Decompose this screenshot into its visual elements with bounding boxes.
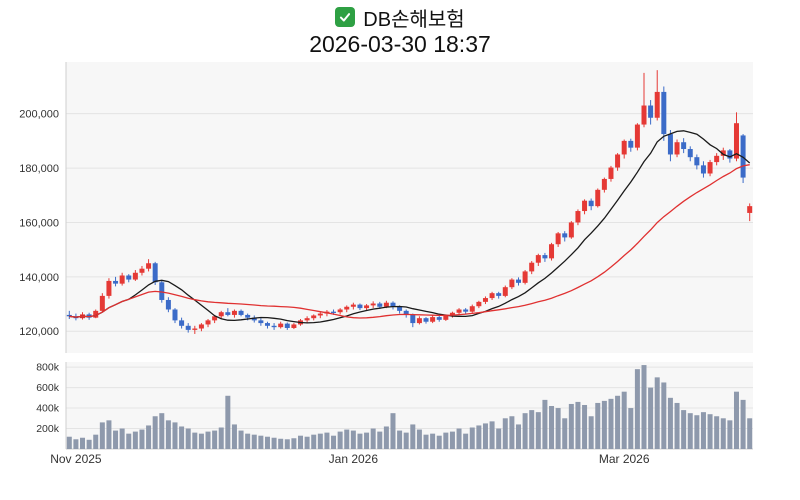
svg-text:160,000: 160,000 bbox=[19, 217, 59, 229]
svg-text:200,000: 200,000 bbox=[19, 109, 59, 121]
stock-name: DB손해보험 bbox=[363, 8, 465, 31]
svg-text:Mar 2026: Mar 2026 bbox=[599, 452, 650, 466]
svg-text:120,000: 120,000 bbox=[19, 326, 59, 338]
chart-timestamp: 2026-03-30 18:37 bbox=[309, 31, 491, 57]
svg-text:Jan 2026: Jan 2026 bbox=[329, 452, 379, 466]
chart-title-row: DB손해보험 bbox=[0, 4, 800, 31]
svg-text:400k: 400k bbox=[36, 403, 60, 415]
chart-header: DB손해보험 2026-03-30 18:37 bbox=[0, 4, 800, 58]
checked-checkbox-icon bbox=[335, 7, 356, 27]
svg-text:180,000: 180,000 bbox=[19, 163, 59, 175]
svg-text:800k: 800k bbox=[36, 362, 60, 374]
svg-text:Nov 2025: Nov 2025 bbox=[50, 452, 102, 466]
svg-text:600k: 600k bbox=[36, 382, 60, 394]
svg-text:140,000: 140,000 bbox=[19, 272, 59, 284]
svg-text:200k: 200k bbox=[36, 423, 60, 435]
